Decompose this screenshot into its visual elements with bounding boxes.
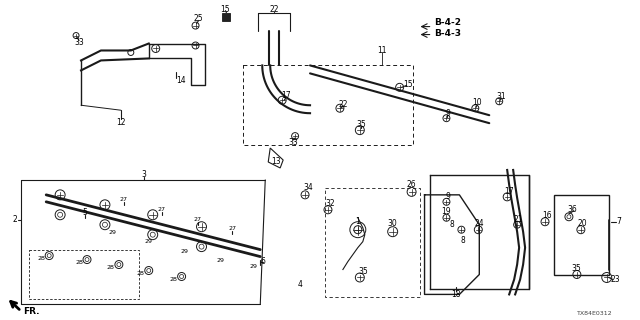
Text: 29: 29 xyxy=(216,258,225,263)
Text: 9: 9 xyxy=(445,192,450,201)
Text: B-4-3: B-4-3 xyxy=(435,29,461,38)
Text: 9: 9 xyxy=(445,109,450,118)
Text: 27: 27 xyxy=(120,197,128,202)
Text: 3: 3 xyxy=(141,171,146,180)
Text: 32: 32 xyxy=(325,199,335,208)
Text: 16: 16 xyxy=(542,211,552,220)
Bar xyxy=(243,65,413,145)
Text: 4: 4 xyxy=(298,280,303,289)
Text: 10: 10 xyxy=(472,98,482,107)
Text: 8: 8 xyxy=(449,220,454,229)
Text: 26: 26 xyxy=(407,180,417,189)
Text: B-4-2: B-4-2 xyxy=(435,18,461,27)
Text: 13: 13 xyxy=(271,157,281,166)
Bar xyxy=(223,13,230,20)
Text: 35: 35 xyxy=(356,120,365,129)
Text: 20: 20 xyxy=(577,219,587,228)
Text: 1: 1 xyxy=(355,217,360,226)
Text: 22: 22 xyxy=(338,100,348,109)
Bar xyxy=(554,195,609,275)
Text: 15: 15 xyxy=(403,80,412,89)
Text: 11: 11 xyxy=(377,46,387,55)
Text: 29: 29 xyxy=(180,249,189,254)
Text: 18: 18 xyxy=(452,290,461,299)
Text: 33: 33 xyxy=(74,38,84,47)
Text: 22: 22 xyxy=(269,5,279,14)
Text: 2: 2 xyxy=(13,215,18,224)
Text: 29: 29 xyxy=(109,230,117,235)
Text: FR.: FR. xyxy=(23,307,40,316)
Bar xyxy=(325,188,420,297)
Text: 24: 24 xyxy=(474,219,484,228)
Text: 27: 27 xyxy=(228,226,236,231)
Text: 28: 28 xyxy=(107,265,115,270)
Text: 7: 7 xyxy=(616,217,621,226)
Text: 27: 27 xyxy=(193,217,202,222)
Text: 17: 17 xyxy=(282,91,291,100)
Text: 28: 28 xyxy=(75,260,83,265)
Text: 15: 15 xyxy=(221,5,230,14)
Text: 35: 35 xyxy=(571,264,580,273)
Text: 28: 28 xyxy=(37,256,45,261)
Text: 6: 6 xyxy=(261,257,266,266)
Bar xyxy=(29,250,139,300)
Text: 8: 8 xyxy=(460,236,465,245)
Text: 28: 28 xyxy=(137,271,145,276)
Text: 25: 25 xyxy=(194,14,204,23)
Text: 35: 35 xyxy=(358,267,368,276)
Text: 5: 5 xyxy=(83,208,88,217)
Text: 21: 21 xyxy=(513,215,523,224)
Text: 23: 23 xyxy=(611,275,621,284)
Text: 29: 29 xyxy=(250,264,257,269)
Text: 30: 30 xyxy=(388,219,397,228)
Text: 33: 33 xyxy=(288,138,298,147)
Text: 14: 14 xyxy=(176,76,186,85)
Text: 17: 17 xyxy=(504,188,514,196)
Text: 27: 27 xyxy=(157,207,166,212)
Text: 12: 12 xyxy=(116,118,125,127)
Text: 29: 29 xyxy=(145,239,153,244)
Text: 31: 31 xyxy=(497,92,506,101)
Text: 36: 36 xyxy=(567,205,577,214)
Text: TX84E0312: TX84E0312 xyxy=(577,311,612,316)
Text: 28: 28 xyxy=(170,277,177,282)
Text: 19: 19 xyxy=(442,207,451,216)
Text: 34: 34 xyxy=(303,183,313,192)
